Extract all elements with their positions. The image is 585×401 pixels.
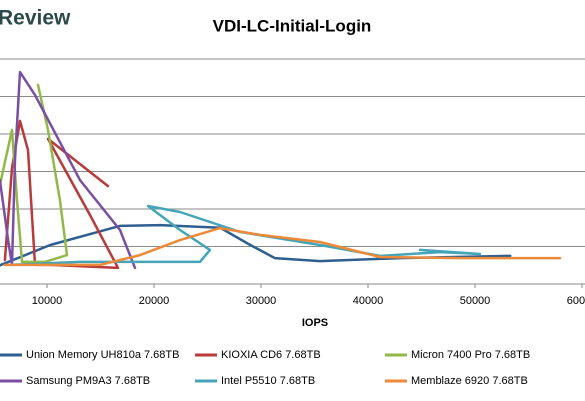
series-line — [0, 83, 69, 264]
series-line — [3, 226, 562, 267]
legend-label: Samsung PM9A3 7.68TB — [26, 375, 150, 387]
x-tick-label: 60000 — [567, 295, 585, 307]
x-tick-label: 40000 — [353, 295, 384, 307]
x-tick-label: 50000 — [460, 295, 491, 307]
series-line — [0, 70, 137, 270]
legend-label: KIOXIA CD6 7.68TB — [221, 349, 321, 361]
legend-label: Union Memory UH810a 7.68TB — [26, 349, 179, 361]
x-tick-label: 20000 — [139, 295, 170, 307]
legend-label: Intel P5510 7.68TB — [221, 375, 315, 387]
chart-title: VDI-LC-Initial-Login — [213, 16, 372, 35]
x-tick-label: 30000 — [246, 295, 277, 307]
series-line — [8, 204, 482, 267]
brand: Review — [0, 7, 71, 30]
series-line — [0, 223, 512, 267]
x-axis-title: IOPS — [302, 317, 328, 329]
legend-label: Memblaze 6920 7.68TB — [411, 375, 528, 387]
x-tick-label: 10000 — [32, 295, 63, 307]
legend-label: Micron 7400 Pro 7.68TB — [411, 349, 530, 361]
